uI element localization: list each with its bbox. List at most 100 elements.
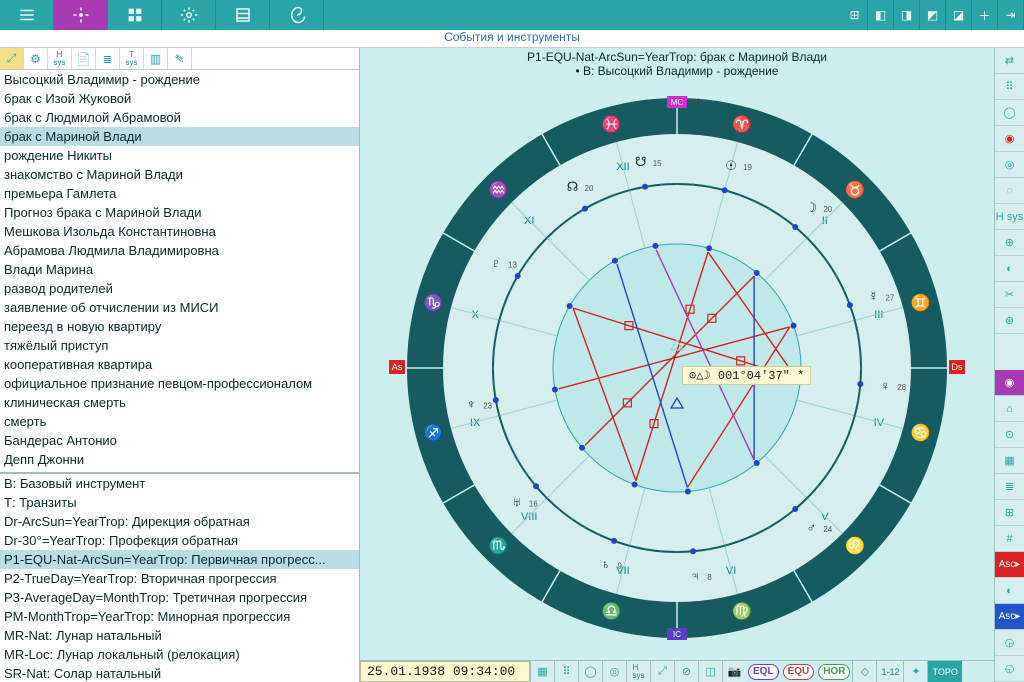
plus-button[interactable]: ＋ <box>972 0 998 30</box>
layout4-button[interactable]: ◪ <box>946 0 972 30</box>
settings-button[interactable] <box>162 0 216 30</box>
tool-item[interactable]: SR-Nat: Солар натальный <box>0 664 359 682</box>
ring-red-icon[interactable]: ◉ <box>995 126 1024 152</box>
wheel-icon[interactable]: ◉ <box>995 370 1024 396</box>
dots-icon[interactable]: ⠿ <box>554 661 578 682</box>
datetime-field[interactable]: 25.01.1938 09:34:00 <box>360 661 530 682</box>
events-list[interactable]: Высоцкий Владимир - рождениебрак с Изой … <box>0 70 359 472</box>
svg-text:♀: ♀ <box>880 378 890 393</box>
pill-eql[interactable]: EQL <box>748 664 779 680</box>
event-item[interactable]: брак с Изой Жуковой <box>0 89 359 108</box>
table-button[interactable] <box>216 0 270 30</box>
tool-item[interactable]: Dr-ArcSun=YearTrop: Дирекция обратная <box>0 512 359 531</box>
num-icon[interactable]: # <box>995 526 1024 552</box>
overlay-icon[interactable]: ◫ <box>698 661 722 682</box>
asc-red[interactable]: Asc▸ <box>995 552 1024 578</box>
tool-item[interactable]: MR-Loc: Лунар локальный (релокация) <box>0 645 359 664</box>
event-item[interactable]: переезд в новую квартиру <box>0 317 359 336</box>
tsys-icon[interactable]: T sys <box>120 48 144 69</box>
range-icon[interactable]: 1-12 <box>876 661 903 682</box>
house-icon[interactable]: ⌂ <box>995 396 1024 422</box>
atom-icon[interactable]: ⊛ <box>995 308 1024 334</box>
event-item[interactable]: знакомство с Мариной Влади <box>0 165 359 184</box>
hsys3-icon[interactable]: H sys <box>995 204 1024 230</box>
tool-item[interactable]: P1-EQU-Nat-ArcSun=YearTrop: Первичная пр… <box>0 550 359 569</box>
event-item[interactable]: Прогноз брака с Мариной Влади <box>0 203 359 222</box>
ring5-icon[interactable]: ◵ <box>995 656 1024 682</box>
hsys-icon[interactable]: H sys <box>48 48 72 69</box>
tools-list[interactable]: В: Базовый инструментТ: ТранзитыDr-ArcSu… <box>0 472 359 682</box>
tool-item[interactable]: P3-AverageDay=MonthTrop: Третичная прогр… <box>0 588 359 607</box>
event-item[interactable]: Высоцкий Владимир - рождение <box>0 70 359 89</box>
event-item[interactable]: Абрамова Людмила Владимировна <box>0 241 359 260</box>
ring2-icon[interactable]: ◎ <box>995 152 1024 178</box>
pill-equ[interactable]: EQU <box>783 664 815 680</box>
menu-button[interactable] <box>0 0 54 30</box>
tool-item[interactable]: Dr-30°=YearTrop: Профекция обратная <box>0 531 359 550</box>
camera-icon[interactable]: 📷 <box>722 661 746 682</box>
ring4-icon[interactable]: ◶ <box>995 630 1024 656</box>
grid2-icon[interactable]: ▦ <box>995 448 1024 474</box>
svg-text:24: 24 <box>823 525 832 534</box>
tune-icon[interactable]: ⚙ <box>24 48 48 69</box>
tool-item[interactable]: Т: Транзиты <box>0 493 359 512</box>
tree-icon[interactable]: ⊞ <box>995 500 1024 526</box>
event-item[interactable]: премьера Гамлета <box>0 184 359 203</box>
ring3-icon[interactable]: ◌ <box>995 178 1024 204</box>
event-item[interactable]: Бандерас Антонио <box>0 431 359 450</box>
bars2-icon[interactable]: ≣ <box>995 474 1024 500</box>
pill-hor[interactable]: HOR <box>818 664 850 680</box>
compass-icon[interactable]: ✦ <box>903 661 927 682</box>
exit-button[interactable]: ⇥ <box>998 0 1024 30</box>
globe-icon[interactable]: ⊕ <box>995 230 1024 256</box>
event-item[interactable]: заявление об отчислении из МИСИ <box>0 298 359 317</box>
dots4-icon[interactable]: ⠿ <box>995 74 1024 100</box>
circle-icon[interactable]: ◯ <box>578 661 602 682</box>
target-button[interactable] <box>54 0 108 30</box>
half-icon[interactable]: ◐ <box>995 578 1024 604</box>
event-item[interactable]: кооперативная квартира <box>0 355 359 374</box>
ring-icon[interactable]: ◎ <box>602 661 626 682</box>
tool-item[interactable]: В: Базовый инструмент <box>0 474 359 493</box>
event-item[interactable]: Мешкова Изольда Константиновна <box>0 222 359 241</box>
event-item[interactable]: смерть <box>0 412 359 431</box>
expand-icon[interactable]: ⤢ <box>0 48 24 69</box>
event-item[interactable]: развод родителей <box>0 279 359 298</box>
event-item[interactable]: брак с Людмилой Абрамовой <box>0 108 359 127</box>
event-item[interactable]: брак с Мариной Влади <box>0 127 359 146</box>
hsys2-icon[interactable]: H sys <box>626 661 650 682</box>
swap-icon[interactable]: ⇄ <box>995 48 1024 74</box>
pair-icon[interactable]: ◐ <box>995 256 1024 282</box>
asc-blue[interactable]: Asc▸ <box>995 604 1024 630</box>
edit-icon[interactable]: ✎ <box>168 48 192 69</box>
tool-item[interactable]: PM-MonthTrop=YearTrop: Минорная прогресс… <box>0 607 359 626</box>
ring-o-icon[interactable]: ◯ <box>995 100 1024 126</box>
diamond-icon[interactable]: ◇ <box>852 661 876 682</box>
layout3-button[interactable]: ◩ <box>920 0 946 30</box>
tool-item[interactable]: P2-TrueDay=YearTrop: Вторичная прогресси… <box>0 569 359 588</box>
unlock-icon[interactable]: ⊘ <box>674 661 698 682</box>
list-icon[interactable]: ≣ <box>96 48 120 69</box>
topo-icon[interactable]: TOPO <box>927 661 961 682</box>
event-item[interactable]: рождение Никиты <box>0 146 359 165</box>
target2-icon[interactable]: ⊙ <box>995 422 1024 448</box>
tool-item[interactable]: MR-Nat: Лунар натальный <box>0 626 359 645</box>
cut-icon[interactable]: ✂ <box>995 282 1024 308</box>
event-item[interactable]: клиническая смерть <box>0 393 359 412</box>
spiral-button[interactable] <box>270 0 324 30</box>
expand2-icon[interactable]: ⤢ <box>650 661 674 682</box>
bars-icon[interactable]: ▥ <box>144 48 168 69</box>
apps-button[interactable]: ⊞ <box>842 0 868 30</box>
event-item[interactable]: официальное признание певцом-профессиона… <box>0 374 359 393</box>
layout1-button[interactable]: ◧ <box>868 0 894 30</box>
grid-icon[interactable]: ▦ <box>530 661 554 682</box>
layout2-button[interactable]: ◨ <box>894 0 920 30</box>
topbar-right: ⊞ ◧ ◨ ◩ ◪ ＋ ⇥ <box>842 0 1024 30</box>
doc-icon[interactable]: 📄 <box>72 48 96 69</box>
event-item[interactable]: Депп Джонни <box>0 450 359 469</box>
event-item[interactable]: Влади Марина <box>0 260 359 279</box>
grid-button[interactable] <box>108 0 162 30</box>
event-item[interactable]: тяжёлый приступ <box>0 336 359 355</box>
svg-text:28: 28 <box>897 383 906 392</box>
chart-canvas[interactable]: ♈I♉II♊III♋IV♌V♍VI♎VII♏VIII♐IX♑X♒XI♓XIIAs… <box>360 78 994 658</box>
